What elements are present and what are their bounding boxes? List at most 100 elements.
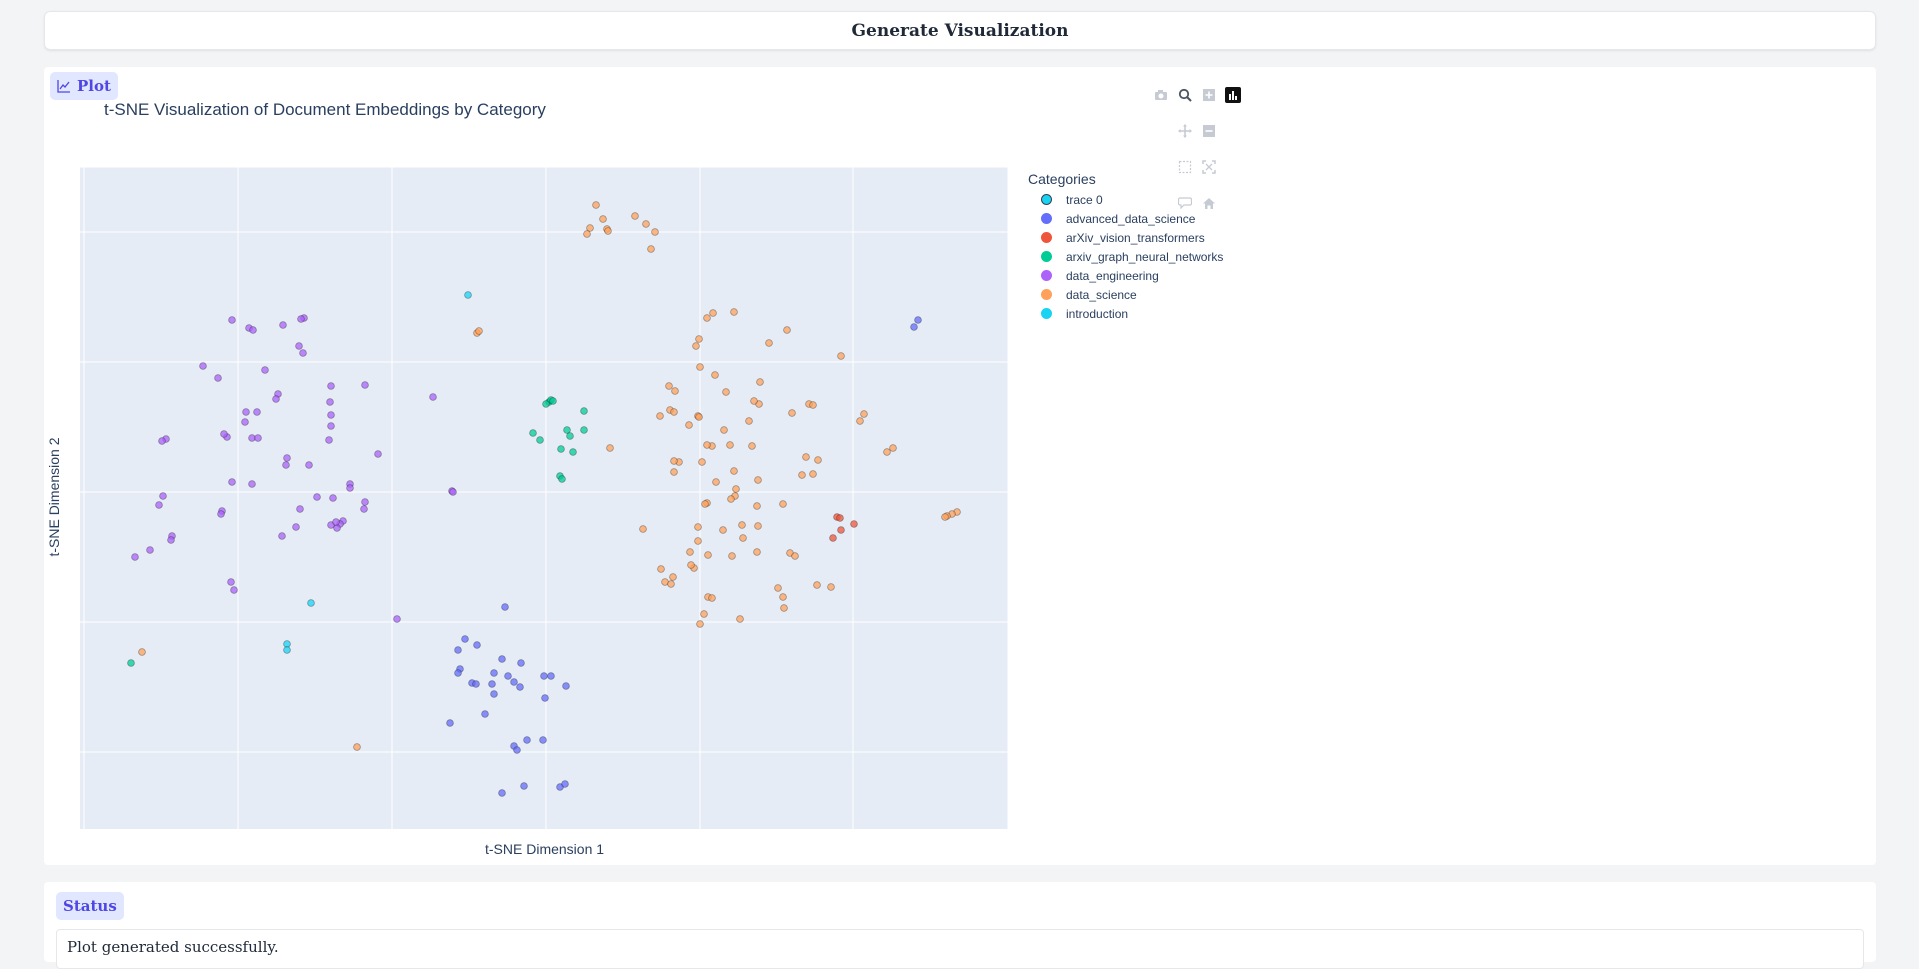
scatter-point-data-science[interactable] — [809, 401, 817, 409]
scatter-point-advanced-data-science[interactable] — [490, 669, 498, 677]
scatter-point-data-science[interactable] — [642, 220, 650, 228]
scatter-point-data-science[interactable] — [802, 453, 810, 461]
scatter-point-data-science[interactable] — [669, 573, 677, 581]
scatter-point-data-engineering[interactable] — [297, 315, 305, 323]
scatter-point-data-engineering[interactable] — [326, 398, 334, 406]
hover-icon[interactable] — [1176, 194, 1194, 212]
scatter-point-advanced-data-science[interactable] — [539, 736, 547, 744]
scatter-point-data-science[interactable] — [883, 448, 891, 456]
scatter-point-arxiv-graph-neural-networks[interactable] — [558, 475, 566, 483]
scatter-point-data-science[interactable] — [709, 309, 717, 317]
scatter-point-data-engineering[interactable] — [279, 321, 287, 329]
scatter-point-arxiv-graph-neural-networks[interactable] — [549, 397, 557, 405]
scatter-point-data-science[interactable] — [730, 467, 738, 475]
scatter-point-arxiv-graph-neural-networks[interactable] — [563, 426, 571, 434]
scatter-point-data-engineering[interactable] — [254, 434, 262, 442]
scatter-point-data-science[interactable] — [753, 502, 761, 510]
scatter-point-arxiv-graph-neural-networks[interactable] — [529, 429, 537, 437]
scatter-point-advanced-data-science[interactable] — [914, 316, 922, 324]
scatter-point-data-science[interactable] — [703, 441, 711, 449]
scatter-point-data-science[interactable] — [671, 387, 679, 395]
scatter-point-advanced-data-science[interactable] — [454, 646, 462, 654]
scatter-point-data-engineering[interactable] — [325, 436, 333, 444]
scatter-point-arxiv-vision-transformers[interactable] — [850, 520, 858, 528]
scatter-point-data-engineering[interactable] — [199, 362, 207, 370]
legend-item-data-engineering[interactable]: data_engineering — [1028, 266, 1223, 285]
scatter-point-data-science[interactable] — [726, 441, 734, 449]
scatter-point-data-science[interactable] — [736, 615, 744, 623]
scatter-point-data-engineering[interactable] — [283, 454, 291, 462]
scatter-point-data-science[interactable] — [779, 500, 787, 508]
scatter-point-data-science[interactable] — [685, 421, 693, 429]
scatter-point-data-science[interactable] — [720, 426, 728, 434]
scatter-point-data-science[interactable] — [703, 314, 711, 322]
scatter-point-data-science[interactable] — [700, 610, 708, 618]
scatter-point-data-engineering[interactable] — [241, 418, 249, 426]
scatter-point-data-science[interactable] — [670, 408, 678, 416]
zoom-in-icon[interactable] — [1200, 86, 1218, 104]
scatter-point-arxiv-graph-neural-networks[interactable] — [566, 432, 574, 440]
scatter-point-data-engineering[interactable] — [220, 430, 228, 438]
scatter-point-data-science[interactable] — [856, 417, 864, 425]
scatter-point-data-science[interactable] — [665, 382, 673, 390]
scatter-point-data-engineering[interactable] — [332, 518, 340, 526]
scatter-point-data-engineering[interactable] — [167, 536, 175, 544]
home-icon[interactable] — [1200, 194, 1218, 212]
scatter-point-data-engineering[interactable] — [159, 492, 167, 500]
pan-icon[interactable] — [1176, 122, 1194, 140]
scatter-point-data-science[interactable] — [667, 580, 675, 588]
scatter-point-data-engineering[interactable] — [346, 484, 354, 492]
scatter-point-data-science[interactable] — [670, 468, 678, 476]
scatter-point-advanced-data-science[interactable] — [540, 672, 548, 680]
scatter-point-data-engineering[interactable] — [230, 586, 238, 594]
scatter-point-data-science[interactable] — [722, 388, 730, 396]
scatter-point-data-science[interactable] — [704, 551, 712, 559]
scatter-point-data-engineering[interactable] — [272, 395, 280, 403]
autoscale-icon[interactable] — [1200, 158, 1218, 176]
scatter-point-data-engineering[interactable] — [249, 326, 257, 334]
scatter-point-data-engineering[interactable] — [248, 480, 256, 488]
scatter-point-data-science[interactable] — [599, 215, 607, 223]
scatter-point-data-science[interactable] — [586, 224, 594, 232]
scatter-point-data-science[interactable] — [765, 339, 773, 347]
scatter-point-advanced-data-science[interactable] — [517, 659, 525, 667]
scatter-point-data-science[interactable] — [694, 523, 702, 531]
scatter-point-data-science[interactable] — [592, 201, 600, 209]
scatter-point-advanced-data-science[interactable] — [461, 635, 469, 643]
scatter-point-data-engineering[interactable] — [261, 366, 269, 374]
scatter-point-data-science[interactable] — [779, 593, 787, 601]
scatter-point-data-engineering[interactable] — [360, 505, 368, 513]
scatter-point-data-science[interactable] — [138, 648, 146, 656]
scatter-point-data-science[interactable] — [748, 442, 756, 450]
scatter-point-advanced-data-science[interactable] — [472, 680, 480, 688]
box-select-icon[interactable] — [1176, 158, 1194, 176]
scatter-point-data-science[interactable] — [889, 444, 897, 452]
scatter-point-data-science[interactable] — [941, 513, 949, 521]
scatter-point-data-science[interactable] — [750, 397, 758, 405]
scatter-point-data-science[interactable] — [791, 552, 799, 560]
scatter-point-advanced-data-science[interactable] — [446, 719, 454, 727]
scatter-point-data-engineering[interactable] — [278, 532, 286, 540]
scatter-point-data-science[interactable] — [708, 594, 716, 602]
scatter-point-data-science[interactable] — [657, 565, 665, 573]
scatter-point-data-engineering[interactable] — [131, 553, 139, 561]
scatter-point-data-science[interactable] — [837, 352, 845, 360]
scatter-point-data-engineering[interactable] — [361, 498, 369, 506]
camera-icon[interactable] — [1152, 86, 1170, 104]
scatter-point-data-science[interactable] — [696, 620, 704, 628]
legend-item-arxiv-vision-transformers[interactable]: arXiv_vision_transformers — [1028, 228, 1223, 247]
scatter-point-data-science[interactable] — [712, 478, 720, 486]
scatter-point-data-engineering[interactable] — [227, 578, 235, 586]
scatter-point-advanced-data-science[interactable] — [513, 746, 521, 754]
scatter-point-data-engineering[interactable] — [305, 461, 313, 469]
scatter-point-data-engineering[interactable] — [253, 408, 261, 416]
scatter-point-arxiv-graph-neural-networks[interactable] — [580, 426, 588, 434]
scatter-point-data-engineering[interactable] — [299, 349, 307, 357]
scatter-point-data-science[interactable] — [827, 583, 835, 591]
plot-area[interactable] — [80, 167, 1008, 829]
scatter-point-advanced-data-science[interactable] — [490, 690, 498, 698]
scatter-point-data-engineering[interactable] — [374, 450, 382, 458]
scatter-point-advanced-data-science[interactable] — [561, 780, 569, 788]
zoom-out-icon[interactable] — [1200, 122, 1218, 140]
scatter-point-data-science[interactable] — [686, 548, 694, 556]
